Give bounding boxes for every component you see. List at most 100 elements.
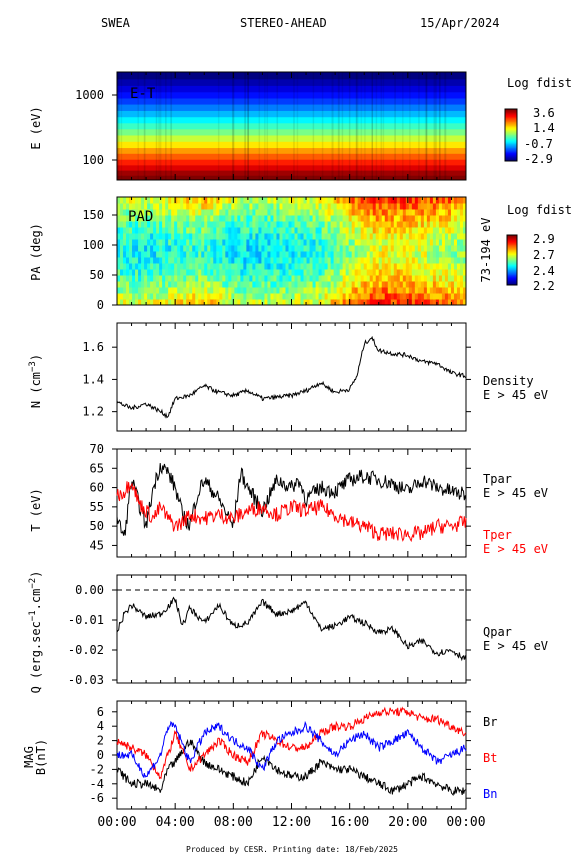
colorbar1-swatch (505, 148, 517, 150)
pad-cell (150, 263, 154, 270)
pad-cell (204, 233, 208, 240)
pad-cell (135, 227, 139, 234)
instrument-label: SWEA (101, 16, 131, 30)
pad-cell (168, 245, 172, 252)
pad-cell (264, 299, 268, 306)
pad-cell (171, 275, 175, 282)
energy-band (117, 141, 466, 149)
pad-cell (159, 257, 163, 264)
pad-cell (453, 245, 458, 252)
pad-cell (312, 281, 317, 288)
pad-cell (420, 269, 425, 276)
pad-cell (447, 263, 452, 270)
pad-cell (402, 233, 407, 240)
colorbar1-swatch (505, 122, 517, 124)
pad-cell (414, 287, 419, 294)
pad-cell (381, 251, 386, 258)
pad-cell (402, 221, 407, 228)
pad-cell (195, 275, 199, 282)
pad-cell (255, 221, 259, 228)
pad-cell (405, 293, 410, 300)
pad-cell (429, 197, 434, 204)
colorbar2-swatch (507, 276, 517, 278)
pad-cell (408, 209, 413, 216)
pad-cell (411, 197, 416, 204)
pad-cell (402, 215, 407, 222)
pad-cell (186, 197, 190, 204)
pad-cell (180, 263, 184, 270)
pad-cell (204, 299, 208, 306)
pad-cell (171, 197, 175, 204)
pad-cell (267, 215, 271, 222)
pad-cell (288, 197, 292, 204)
pad-cell (294, 299, 299, 306)
pad-cell (261, 299, 265, 306)
pad-cell (318, 209, 323, 216)
pad-cell (372, 227, 377, 234)
pad-cell (156, 197, 160, 204)
pad-cell (132, 233, 136, 240)
time-striation (143, 72, 146, 180)
colorbar2-swatch (507, 260, 517, 262)
pad-cell (315, 227, 320, 234)
pad-cell (234, 299, 238, 306)
pad-cell (135, 245, 139, 252)
colorbar1-swatch (505, 110, 517, 112)
pad-cell (186, 293, 190, 300)
pad-cell (390, 281, 395, 288)
pad-cell (405, 251, 410, 258)
energy-band (117, 164, 466, 171)
pad-cell (339, 233, 344, 240)
pad-cell (423, 275, 428, 282)
pad-cell (273, 299, 277, 306)
pad-cell (321, 287, 326, 294)
pad-cell (177, 245, 181, 252)
pad-cell (192, 287, 196, 294)
pad-cell (234, 257, 238, 264)
pad-cell (141, 293, 145, 300)
pad-cell (396, 209, 401, 216)
pad-cell (342, 233, 347, 240)
pad-cell (198, 215, 202, 222)
pad-cell (363, 281, 368, 288)
pad-cell (324, 293, 329, 300)
pa-axis-label: PA (deg) (29, 223, 43, 281)
pad-cell (426, 287, 431, 294)
pad-cell (444, 275, 449, 282)
pad-cell (135, 221, 139, 228)
pad-cell (246, 275, 250, 282)
pad-cell (360, 299, 365, 306)
pad-cell (213, 251, 217, 258)
time-striation (371, 72, 374, 180)
pad-cell (135, 215, 139, 222)
pad-cell (234, 239, 238, 246)
pad-cell (267, 269, 271, 276)
pad-cell (246, 257, 250, 264)
pad-cell (318, 293, 323, 300)
pad-cell (357, 281, 362, 288)
pad-cell (198, 245, 202, 252)
pad-cell (333, 221, 338, 228)
pad-cell (216, 251, 220, 258)
pad-cell (174, 227, 178, 234)
pad-cell (234, 293, 238, 300)
series-line-br (116, 738, 467, 797)
pad-cell (306, 239, 311, 246)
pad-cell (153, 299, 157, 306)
pad-cell (285, 245, 289, 252)
pad-cell (414, 239, 419, 246)
pad-cell (138, 257, 142, 264)
pad-cell (141, 269, 145, 276)
pad-cell (261, 245, 265, 252)
pad-cell (252, 275, 256, 282)
pad-cell (456, 281, 461, 288)
pad-cell (369, 257, 374, 264)
pad-cell (210, 233, 214, 240)
pad-cell (318, 221, 323, 228)
pad-cell (438, 257, 443, 264)
density-yticks: 1.21.41.6 (82, 340, 471, 419)
pad-cell (441, 245, 446, 252)
pad-cell (132, 281, 136, 288)
pad-cell (342, 245, 347, 252)
pad-cell (129, 203, 133, 210)
